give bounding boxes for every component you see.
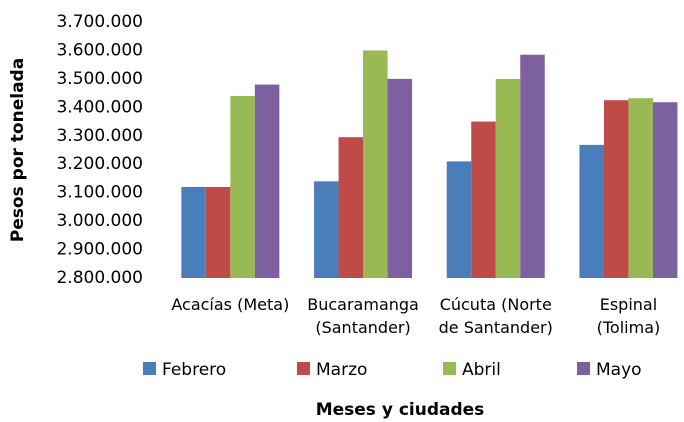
bar (628, 98, 653, 278)
y-tick-label: 2.900.000 (56, 240, 143, 260)
bar (181, 186, 206, 278)
y-tick-label: 3.500.000 (56, 69, 143, 89)
bar (652, 102, 678, 278)
legend-label: Febrero (162, 360, 226, 380)
y-axis-title: Pesos por tonelada (8, 58, 28, 242)
bar (338, 137, 364, 278)
y-tick-label: 2.800.000 (56, 268, 143, 288)
y-tick-label: 3.100.000 (56, 183, 143, 203)
bar (363, 50, 388, 278)
bar (387, 78, 413, 278)
y-tick-label: 3.300.000 (56, 126, 143, 146)
bar (314, 181, 339, 278)
x-tick-label: Cúcuta (Norte de Santander) (438, 295, 553, 337)
legend-swatch (143, 362, 156, 375)
legend-swatch (297, 362, 310, 375)
x-axis-title: Meses y ciudades (316, 400, 485, 420)
y-tick-label: 3.700.000 (56, 12, 143, 32)
x-tick-label: Acacías (Meta) (171, 295, 290, 314)
bar (520, 54, 545, 278)
legend-swatch (577, 362, 590, 375)
legend-label: Mayo (596, 360, 642, 380)
y-tick-label: 3.000.000 (56, 211, 143, 231)
legend-label: Abril (462, 360, 501, 380)
y-tick-label: 3.400.000 (56, 97, 143, 117)
bar (230, 95, 255, 278)
bar (446, 161, 472, 278)
y-tick-label: 3.200.000 (56, 154, 143, 174)
legend-label: Marzo (316, 360, 367, 380)
bar (495, 78, 521, 278)
bar (579, 144, 604, 278)
bar (254, 84, 280, 278)
x-tick-label: Bucaramanga (Santander) (307, 295, 419, 337)
bar (603, 100, 629, 278)
legend-swatch (443, 362, 456, 375)
y-tick-label: 3.600.000 (56, 40, 143, 60)
x-tick-label: Espinal (Tolima) (596, 295, 661, 337)
bar (205, 186, 231, 278)
bar (471, 121, 496, 278)
